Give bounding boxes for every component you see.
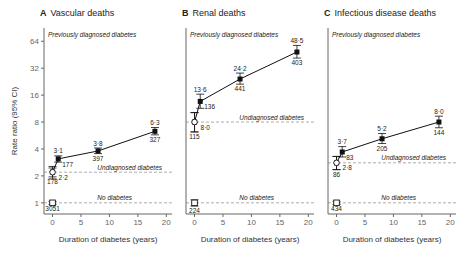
svg-text:No diabetes: No diabetes <box>239 194 274 201</box>
svg-text:3·8: 3·8 <box>93 140 103 147</box>
svg-text:397: 397 <box>93 155 104 162</box>
svg-text:0: 0 <box>334 218 339 227</box>
svg-text:441: 441 <box>235 85 246 92</box>
svg-text:No diabetes: No diabetes <box>97 194 132 201</box>
svg-text:136: 136 <box>204 103 215 110</box>
svg-text:48·5: 48·5 <box>290 37 303 44</box>
svg-text:10: 10 <box>247 218 256 227</box>
svg-text:20: 20 <box>446 218 455 227</box>
svg-text:83: 83 <box>346 154 354 161</box>
svg-text:64: 64 <box>30 37 39 46</box>
svg-text:15: 15 <box>417 218 426 227</box>
svg-text:4: 4 <box>35 145 40 154</box>
svg-text:205: 205 <box>377 145 388 152</box>
svg-text:2·2: 2·2 <box>59 174 69 181</box>
svg-text:1: 1 <box>35 199 40 208</box>
svg-text:2·8: 2·8 <box>343 164 353 171</box>
svg-text:6·3: 6·3 <box>150 119 160 126</box>
svg-text:Duration of diabetes (years): Duration of diabetes (years) <box>201 235 300 244</box>
svg-text:Duration of diabetes (years): Duration of diabetes (years) <box>59 235 158 244</box>
svg-text:Previously diagnosed diabetes: Previously diagnosed diabetes <box>190 31 279 39</box>
svg-text:Previously diagnosed diabetes: Previously diagnosed diabetes <box>48 31 137 39</box>
svg-text:24·2: 24·2 <box>234 65 247 72</box>
svg-text:2: 2 <box>35 172 40 181</box>
html-text:C Infectious disease deaths: C Infectious disease deaths <box>324 8 437 18</box>
svg-text:0: 0 <box>50 218 55 227</box>
svg-text:5: 5 <box>79 218 84 227</box>
svg-text:20: 20 <box>304 218 313 227</box>
svg-text:5: 5 <box>221 218 226 227</box>
svg-text:Undiagnosed diabetes: Undiagnosed diabetes <box>239 114 304 122</box>
svg-text:Undiagnosed diabetes: Undiagnosed diabetes <box>381 154 446 162</box>
svg-text:5·2: 5·2 <box>377 125 387 132</box>
svg-text:10: 10 <box>105 218 114 227</box>
svg-text:15: 15 <box>275 218 284 227</box>
svg-text:Undiagnosed diabetes: Undiagnosed diabetes <box>97 164 162 172</box>
html-text:A Vascular deaths: A Vascular deaths <box>40 8 115 18</box>
svg-text:8·0: 8·0 <box>434 108 444 115</box>
svg-text:177: 177 <box>62 161 73 168</box>
svg-text:13·6: 13·6 <box>194 86 207 93</box>
svg-text:224: 224 <box>189 207 200 214</box>
svg-text:3051: 3051 <box>45 205 60 212</box>
svg-text:144: 144 <box>434 129 445 136</box>
svg-text:327: 327 <box>150 136 161 143</box>
svg-text:8: 8 <box>35 118 40 127</box>
svg-text:32: 32 <box>30 64 39 73</box>
svg-text:178: 178 <box>47 178 58 185</box>
svg-text:20: 20 <box>162 218 171 227</box>
svg-text:Previously diagnosed diabetes: Previously diagnosed diabetes <box>332 31 421 39</box>
svg-text:3·1: 3·1 <box>54 147 64 154</box>
svg-text:115: 115 <box>189 133 200 140</box>
svg-text:434: 434 <box>331 205 342 212</box>
svg-text:403: 403 <box>292 59 303 66</box>
svg-text:3·7: 3·7 <box>338 138 348 145</box>
svg-text:86: 86 <box>333 171 341 178</box>
svg-text:0: 0 <box>192 218 197 227</box>
svg-text:Rate ratio (95% CI): Rate ratio (95% CI) <box>10 86 19 155</box>
svg-text:16: 16 <box>30 91 39 100</box>
svg-text:Duration of diabetes (years): Duration of diabetes (years) <box>343 235 442 244</box>
svg-text:10: 10 <box>389 218 398 227</box>
svg-text:5: 5 <box>363 218 368 227</box>
svg-text:15: 15 <box>133 218 142 227</box>
html-text:B Renal deaths: B Renal deaths <box>182 8 246 18</box>
svg-text:No diabetes: No diabetes <box>381 194 416 201</box>
svg-text:8·0: 8·0 <box>201 124 211 131</box>
